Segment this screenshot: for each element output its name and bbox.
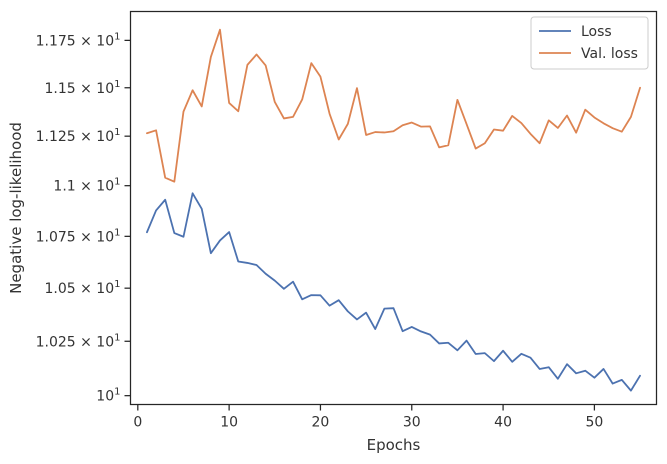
y-tick-label: 1.15 × 101 bbox=[45, 79, 121, 97]
series-line-val-loss bbox=[146, 28, 641, 183]
y-tick-label-exponent: 1 bbox=[114, 177, 120, 188]
legend-box bbox=[530, 16, 649, 70]
y-tick-label-exponent: 1 bbox=[114, 227, 120, 238]
y-tick-label-exponent: 1 bbox=[114, 31, 120, 42]
x-tick-label: 0 bbox=[133, 415, 142, 431]
y-tick-label: 1.025 × 101 bbox=[36, 332, 121, 350]
y-axis-title: Negative log-likelihood bbox=[7, 122, 25, 294]
y-tick-label-exponent: 1 bbox=[114, 127, 120, 138]
y-tick-label: 1.075 × 101 bbox=[36, 227, 121, 245]
y-tick-label-base: 10 bbox=[96, 389, 114, 405]
y-tick-label-base: 1.075 × 10 bbox=[36, 229, 115, 245]
y-tick-label-base: 1.125 × 10 bbox=[36, 129, 115, 145]
y-tick-label-base: 1.05 × 10 bbox=[45, 281, 115, 297]
y-tick-label-base: 1.175 × 10 bbox=[36, 33, 115, 49]
series-layer bbox=[146, 28, 641, 392]
x-tick-label: 30 bbox=[403, 415, 421, 431]
legend: Loss Val. loss bbox=[530, 16, 649, 70]
x-tick-label: 50 bbox=[585, 415, 603, 431]
y-tick-label-exponent: 1 bbox=[114, 79, 120, 90]
x-tick-label: 40 bbox=[494, 415, 512, 431]
y-tick-label: 1.175 × 101 bbox=[36, 31, 121, 49]
y-tick-label: 101 bbox=[96, 387, 120, 405]
y-tick-label-exponent: 1 bbox=[114, 387, 120, 398]
y-tick-label-base: 1.025 × 10 bbox=[36, 334, 115, 350]
y-tick-label-base: 1.1 × 10 bbox=[53, 179, 114, 195]
y-tick-label-exponent: 1 bbox=[114, 332, 120, 343]
plot-frame bbox=[129, 10, 658, 406]
x-tick-label: 20 bbox=[312, 415, 330, 431]
x-axis-ticks: 0 10 20 30 40 50 bbox=[133, 404, 603, 431]
y-tick-label: 1.1 × 101 bbox=[53, 177, 120, 195]
y-tick-label: 1.05 × 101 bbox=[45, 279, 121, 297]
series-line-loss bbox=[146, 192, 641, 392]
legend-label-loss: Loss bbox=[581, 24, 612, 40]
x-axis-title: Epochs bbox=[367, 436, 421, 454]
y-tick-label-base: 1.15 × 10 bbox=[45, 81, 115, 97]
y-tick-label: 1.125 × 101 bbox=[36, 127, 121, 145]
legend-label-val-loss: Val. loss bbox=[581, 46, 638, 62]
x-tick-label: 10 bbox=[220, 415, 238, 431]
y-tick-label-exponent: 1 bbox=[114, 279, 120, 290]
